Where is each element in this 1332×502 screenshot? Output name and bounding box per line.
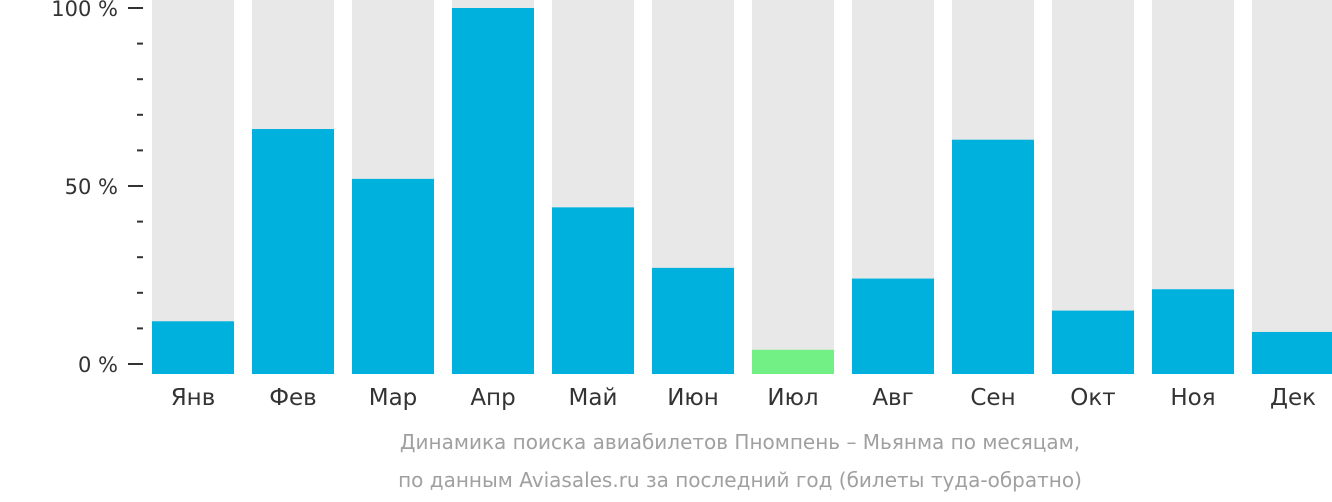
x-tick-label: Июн	[667, 385, 719, 411]
y-tick-label: 0 %	[78, 353, 118, 377]
bar	[652, 267, 734, 374]
y-axis: 100 % 50 % 0 %	[51, 0, 143, 377]
background-bar	[1252, 0, 1332, 374]
x-tick-label: Июл	[767, 385, 818, 411]
bar	[952, 139, 1034, 374]
bar	[1252, 331, 1332, 374]
y-tick-label: 100 %	[51, 0, 118, 21]
y-tick-label: 50 %	[65, 175, 118, 199]
bar	[152, 321, 234, 374]
x-tick-label: Фев	[269, 385, 317, 411]
data-bars	[152, 8, 1332, 374]
bar	[1052, 310, 1134, 374]
x-tick-label: Окт	[1070, 385, 1115, 411]
bar	[352, 178, 434, 374]
x-tick-label: Май	[569, 385, 618, 411]
bar	[1152, 289, 1234, 374]
x-tick-label: Мар	[369, 385, 418, 411]
x-tick-label: Апр	[470, 385, 515, 411]
bar	[552, 207, 634, 374]
bar	[252, 129, 334, 374]
x-tick-label: Сен	[970, 385, 1015, 411]
chart-caption-line-2: по данным Aviasales.ru за последний год …	[398, 468, 1082, 492]
background-bar	[152, 0, 234, 374]
x-axis-labels: Янв Фев Мар Апр Май Июн Июл Авг Сен Окт Ноя Дек	[171, 385, 1316, 411]
x-tick-label: Авг	[872, 385, 913, 411]
x-tick-label: Ноя	[1170, 385, 1215, 411]
bar	[852, 278, 934, 374]
bar	[752, 349, 834, 374]
background-bar	[752, 0, 834, 374]
chart-caption-line-1: Динамика поиска авиабилетов Пномпень – М…	[399, 430, 1081, 454]
x-tick-label: Янв	[171, 385, 216, 411]
bar	[452, 8, 534, 374]
x-tick-label: Дек	[1270, 385, 1316, 411]
